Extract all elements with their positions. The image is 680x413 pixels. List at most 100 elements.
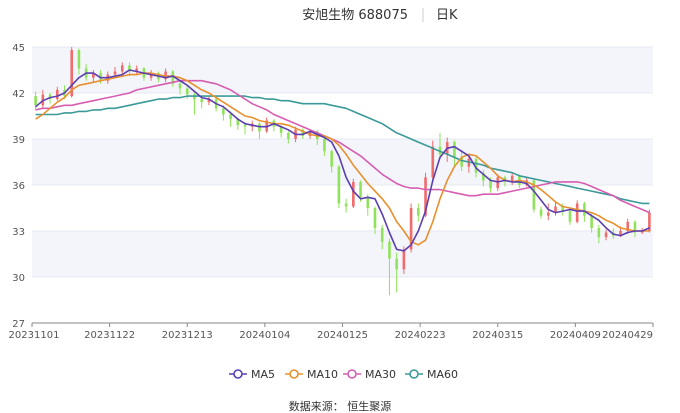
candle-body: [431, 146, 435, 178]
legend-label: MA10: [307, 368, 338, 381]
candle-body: [337, 166, 341, 204]
candle-body: [323, 139, 326, 152]
candle-body: [330, 151, 333, 167]
candle-body: [604, 232, 608, 238]
ma-lines-layer: [35, 69, 650, 252]
candle-body: [561, 206, 565, 212]
legend-swatch-marker: [347, 369, 357, 379]
candle-body: [388, 241, 391, 259]
candle-body: [453, 142, 456, 158]
candle-body: [70, 50, 74, 97]
candle-body: [489, 180, 492, 189]
candle-body: [55, 89, 59, 100]
legend-label: MA30: [365, 368, 396, 381]
x-axis: 20231101 20231122 20231213 20240104 20240125…: [9, 322, 654, 341]
candle-body: [648, 212, 651, 231]
candle-body: [568, 211, 572, 222]
grid-band: [32, 231, 653, 277]
y-tick-label: 36: [12, 181, 25, 192]
ma30-line: [35, 79, 650, 214]
candle-body: [92, 73, 95, 78]
candle-body: [258, 123, 261, 132]
candle-body: [395, 258, 398, 270]
candle-body: [590, 215, 593, 228]
ma5-line: [35, 69, 650, 252]
y-tick-label: 42: [12, 89, 25, 100]
grid-band: [32, 47, 653, 93]
legend-swatch-marker: [409, 369, 419, 379]
candle-body: [597, 227, 601, 238]
x-tick-label: 20231122: [84, 330, 135, 341]
candles-layer: [34, 47, 651, 296]
candle-body: [380, 227, 384, 242]
candle-body: [402, 249, 406, 270]
candle-body: [34, 96, 37, 106]
candle-body: [539, 209, 543, 216]
candle-body: [301, 129, 305, 136]
candle-body: [229, 114, 232, 120]
chart-period: 日K: [436, 8, 458, 23]
legend: MA5 MA10 MA30 MA60: [229, 368, 458, 381]
candle-body: [554, 206, 557, 213]
candle-body: [236, 119, 240, 126]
candle-body: [77, 50, 81, 69]
y-tick-label: 27: [12, 319, 25, 330]
candle-body: [417, 208, 420, 216]
candle-body: [424, 177, 427, 216]
x-tick-label: 20240223: [395, 330, 446, 341]
candle-body: [200, 99, 203, 103]
legend-swatch-marker: [289, 369, 299, 379]
candle-body: [113, 71, 117, 75]
y-tick-label: 45: [12, 43, 25, 54]
ma60-line: [35, 95, 650, 205]
candle-body: [619, 231, 622, 236]
grid-lines: [32, 46, 653, 324]
y-axis: 27 30 33 36 39 42 45: [12, 43, 25, 330]
candle-body: [243, 125, 247, 127]
candle-body: [633, 221, 637, 233]
candle-body: [359, 181, 362, 198]
x-tick-label: 20240409: [550, 330, 601, 341]
grid-band: [32, 139, 653, 185]
candle-body: [546, 212, 550, 216]
x-tick-label: 20240104: [239, 330, 290, 341]
candle-body: [366, 197, 370, 208]
candle-body: [352, 181, 355, 207]
candle-body: [532, 180, 536, 210]
candle-body: [496, 177, 500, 189]
candle-body: [222, 108, 225, 115]
candle-body: [171, 71, 175, 84]
grid-bands: [32, 47, 653, 277]
candle-body: [287, 132, 290, 139]
candle-body: [409, 208, 413, 250]
legend-label: MA5: [251, 368, 275, 381]
y-tick-label: 33: [12, 227, 25, 238]
candle-body: [373, 208, 377, 228]
x-tick-label: 20240125: [317, 330, 368, 341]
x-tick-label: 20240315: [472, 330, 523, 341]
candle-body: [510, 175, 514, 182]
candle-body: [583, 203, 586, 216]
candle-body: [626, 221, 630, 231]
data-source: 数据来源： 恒生聚源: [289, 399, 392, 413]
candle-body: [128, 65, 131, 72]
legend-swatch-marker: [233, 369, 243, 379]
candle-body: [482, 172, 485, 181]
x-tick-label: 20240429: [602, 330, 653, 341]
x-tick-label: 20231101: [9, 330, 60, 341]
x-tick-label: 20231213: [162, 330, 213, 341]
candle-body: [279, 126, 283, 133]
candle-body: [474, 158, 478, 173]
candle-body: [460, 157, 463, 167]
candle-body: [120, 65, 124, 72]
candle-body: [344, 203, 348, 207]
candle-body: [207, 99, 211, 103]
candle-body: [185, 88, 189, 95]
y-tick-label: 39: [12, 135, 25, 146]
candle-body: [575, 203, 579, 222]
legend-label: MA60: [427, 368, 458, 381]
chart-title: 安旭生物 688075: [302, 8, 408, 23]
ma10-line: [35, 72, 650, 246]
